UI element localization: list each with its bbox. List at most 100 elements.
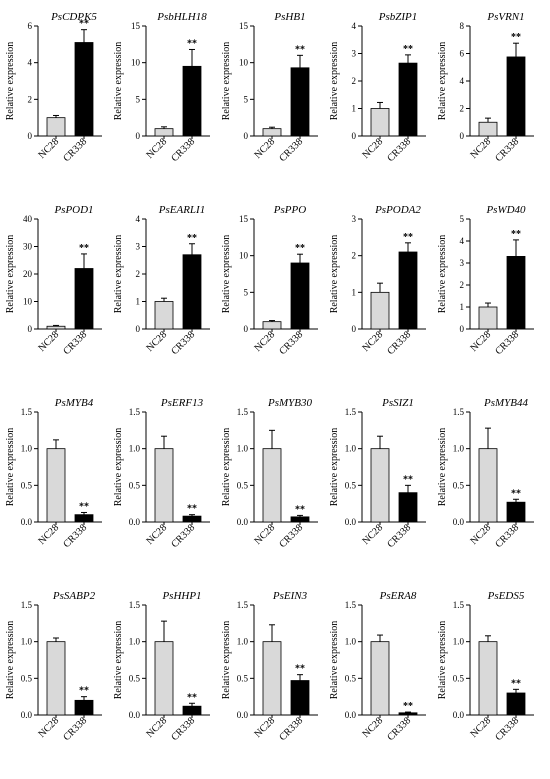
bar-nc28 — [370, 108, 390, 137]
chart-title: PsWD40 — [485, 204, 526, 216]
y-tick-label: 1.5 — [237, 407, 249, 417]
x-category-label: CR338 — [277, 329, 305, 357]
y-tick-label: 1.0 — [129, 444, 141, 454]
chart-panel-8: PsPPO Relative expression 0 5 10 15 NC28 ** CR33… — [221, 204, 318, 357]
y-tick-label: 6 — [460, 49, 465, 59]
significance-label: ** — [295, 504, 305, 515]
x-category-label: CR338 — [169, 136, 197, 164]
chart-panel-10: PsWD40 Relative expression 0 1 2 3 4 5 NC28 ** CR3… — [437, 204, 534, 357]
chart-title: PsERF13 — [160, 397, 204, 409]
x-category-label: NC28 — [468, 329, 493, 354]
significance-label: ** — [187, 233, 197, 244]
y-tick-label: 1.5 — [129, 407, 141, 417]
y-axis-label: Relative expression — [5, 42, 16, 121]
x-category-label: CR338 — [169, 522, 197, 550]
chart-panel-16: PsSABP2 Relative expression 0.0 0.5 1.0 1.5 NC… — [5, 590, 102, 743]
chart-panel-15: PsMYB44 Relative expression 0.0 0.5 1.0 1.5 NC… — [437, 397, 534, 550]
chart-title: PsHB1 — [273, 11, 305, 23]
y-tick-label: 3 — [352, 214, 357, 224]
x-category-label: NC28 — [36, 715, 61, 740]
chart-panel-19: PsERA8 Relative expression 0.0 0.5 1.0 1.5 NC2… — [329, 590, 426, 743]
chart-title: PsbZIP1 — [378, 11, 418, 23]
x-category-label: NC28 — [36, 329, 61, 354]
y-axis-label: Relative expression — [5, 235, 16, 314]
y-tick-label: 0.5 — [21, 673, 33, 683]
y-tick-label: 0.0 — [453, 710, 465, 720]
bar-cr338 — [74, 699, 94, 716]
bar-nc28 — [262, 448, 282, 523]
bar-cr338 — [74, 42, 94, 137]
significance-label: ** — [79, 19, 89, 30]
y-axis-label: Relative expression — [329, 42, 340, 121]
y-tick-label: 0.0 — [129, 710, 141, 720]
x-category-label: NC28 — [468, 715, 493, 740]
y-tick-label: 3 — [136, 242, 141, 252]
bar-cr338 — [506, 255, 526, 330]
y-axis-label: Relative expression — [113, 42, 124, 121]
x-category-label: CR338 — [61, 136, 89, 164]
chart-title: PsMYB4 — [54, 397, 94, 409]
x-category-label: CR338 — [385, 136, 413, 164]
significance-label: ** — [403, 44, 413, 55]
y-tick-label: 0.0 — [345, 710, 357, 720]
y-tick-label: 4 — [28, 58, 33, 68]
y-tick-label: 0.0 — [21, 517, 33, 527]
x-category-label: NC28 — [252, 136, 277, 161]
y-axis-label: Relative expression — [221, 428, 232, 507]
significance-label: ** — [79, 243, 89, 254]
y-tick-label: 0.0 — [21, 710, 33, 720]
x-category-label: NC28 — [36, 522, 61, 547]
bar-nc28 — [46, 448, 66, 523]
bar-nc28 — [478, 121, 498, 137]
y-tick-label: 0 — [460, 324, 465, 334]
y-tick-label: 1.5 — [129, 600, 141, 610]
bar-nc28 — [262, 128, 282, 137]
x-category-label: CR338 — [493, 522, 521, 550]
bar-cr338 — [74, 514, 94, 523]
chart-title: PsSABP2 — [52, 590, 96, 602]
x-category-label: NC28 — [360, 715, 385, 740]
x-category-label: CR338 — [61, 329, 89, 357]
y-tick-label: 3 — [460, 258, 465, 268]
y-tick-label: 0 — [244, 324, 249, 334]
y-axis-label: Relative expression — [329, 235, 340, 314]
bar-nc28 — [370, 448, 390, 523]
bar-cr338 — [290, 680, 310, 716]
significance-label: ** — [511, 678, 521, 689]
y-tick-label: 10 — [239, 251, 249, 261]
y-tick-label: 20 — [23, 269, 33, 279]
y-tick-label: 15 — [239, 214, 249, 224]
y-tick-label: 0.0 — [129, 517, 141, 527]
y-axis-label: Relative expression — [113, 235, 124, 314]
x-category-label: NC28 — [36, 136, 61, 161]
bar-cr338 — [290, 516, 310, 523]
x-category-label: CR338 — [169, 329, 197, 357]
significance-label: ** — [295, 243, 305, 254]
x-category-label: CR338 — [493, 715, 521, 743]
y-axis-label: Relative expression — [221, 42, 232, 121]
bar-nc28 — [154, 641, 174, 716]
x-category-label: CR338 — [385, 329, 413, 357]
y-tick-label: 15 — [131, 21, 141, 31]
chart-panel-12: PsERF13 Relative expression 0.0 0.5 1.0 1.5 NC… — [113, 397, 210, 550]
y-tick-label: 0.5 — [345, 673, 357, 683]
y-tick-label: 2 — [460, 104, 465, 114]
y-tick-label: 0 — [352, 131, 357, 141]
y-axis-label: Relative expression — [221, 235, 232, 314]
x-category-label: CR338 — [169, 715, 197, 743]
significance-label: ** — [403, 701, 413, 712]
y-tick-label: 2 — [136, 269, 141, 279]
chart-panel-14: PsSIZ1 Relative expression 0.0 0.5 1.0 1.5 NC2… — [329, 397, 426, 550]
x-category-label: CR338 — [277, 715, 305, 743]
y-tick-label: 0 — [28, 324, 33, 334]
x-category-label: NC28 — [360, 329, 385, 354]
y-tick-label: 4 — [460, 236, 465, 246]
y-tick-label: 0.0 — [345, 517, 357, 527]
y-tick-label: 1 — [460, 302, 465, 312]
significance-label: ** — [511, 488, 521, 499]
y-tick-label: 2 — [28, 94, 33, 104]
bar-cr338 — [506, 692, 526, 716]
y-tick-label: 0 — [460, 131, 465, 141]
y-tick-label: 0 — [244, 131, 249, 141]
chart-panel-5: PsVRN1 Relative expression 0 2 4 6 8 NC28 ** CR33… — [437, 11, 534, 164]
